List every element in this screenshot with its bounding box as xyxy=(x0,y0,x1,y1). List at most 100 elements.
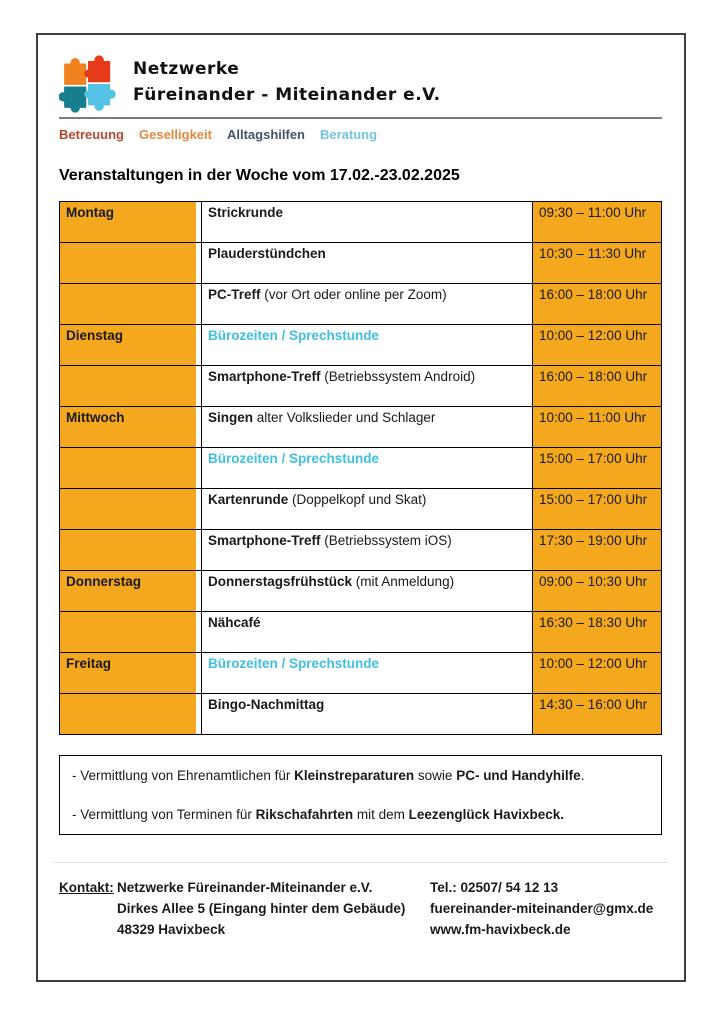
brand-name: Netzwerke Füreinander - Miteinander e.V. xyxy=(133,56,441,108)
contact-address-line2: Dirkes Allee 5 (Eingang hinter dem Gebäu… xyxy=(117,901,406,916)
event-title-office: Bürozeiten / Sprechstunde xyxy=(208,328,380,343)
header-divider xyxy=(59,117,662,119)
nav-item-betreuung: Betreuung xyxy=(59,127,124,142)
table-row: Kartenrunde (Doppelkopf und Skat) 15:00 … xyxy=(59,488,662,530)
day-cell xyxy=(59,242,202,284)
table-row: Freitag Bürozeiten / Sprechstunde 10:00 … xyxy=(59,652,662,694)
event-cell: Nähcafé xyxy=(201,611,533,653)
day-cell xyxy=(59,447,202,489)
event-title: Plauderstündchen xyxy=(208,246,326,261)
day-cell xyxy=(59,283,202,325)
contact-website: www.fm-havixbeck.de xyxy=(430,922,571,937)
event-title: Smartphone-Treff xyxy=(208,533,321,548)
event-detail: (vor Ort oder online per Zoom) xyxy=(260,287,447,302)
contact-address-line1: Netzwerke Füreinander-Miteinander e.V. xyxy=(117,880,373,895)
table-row: Dienstag Bürozeiten / Sprechstunde 10:00… xyxy=(59,324,662,366)
day-cell xyxy=(59,488,202,530)
table-row: Bingo-Nachmittag 14:30 – 16:00 Uhr xyxy=(59,693,662,735)
contact-email: fuereinander-miteinander@gmx.de xyxy=(430,901,654,916)
time-cell: 10:00 – 11:00 Uhr xyxy=(532,406,662,448)
event-detail: alter Volkslieder und Schlager xyxy=(253,410,436,425)
event-cell: Strickrunde xyxy=(201,201,533,243)
footer-divider xyxy=(53,862,668,863)
day-cell xyxy=(59,529,202,571)
event-cell: Smartphone-Treff (Betriebssystem Android… xyxy=(201,365,533,407)
puzzle-piece-teal xyxy=(59,86,87,113)
time-cell: 10:30 – 11:30 Uhr xyxy=(532,242,662,284)
puzzle-piece-orange xyxy=(64,57,87,85)
event-title: Singen xyxy=(208,410,254,425)
event-cell: Bingo-Nachmittag xyxy=(201,693,533,735)
time-cell: 09:30 – 11:00 Uhr xyxy=(532,201,662,243)
table-row: Montag Strickrunde 09:30 – 11:00 Uhr xyxy=(59,201,662,243)
event-title: Donnerstagsfrühstück xyxy=(208,574,353,589)
event-title: Nähcafé xyxy=(208,615,261,630)
contact-phone: Tel.: 02507/ 54 12 13 xyxy=(430,880,559,895)
event-title: Strickrunde xyxy=(208,205,284,220)
table-row: Bürozeiten / Sprechstunde 15:00 – 17:00 … xyxy=(59,447,662,489)
time-cell: 14:30 – 16:00 Uhr xyxy=(532,693,662,735)
day-cell: Montag xyxy=(59,201,202,243)
puzzle-logo-icon xyxy=(59,55,116,113)
table-row: Smartphone-Treff (Betriebssystem iOS) 17… xyxy=(59,529,662,571)
schedule-table: Montag Strickrunde 09:30 – 11:00 Uhr Pla… xyxy=(59,201,662,735)
nav-item-beratung: Beratung xyxy=(320,127,378,142)
day-cell: Freitag xyxy=(59,652,202,694)
day-cell xyxy=(59,365,202,407)
brand-name-line2: Füreinander - Miteinander e.V. xyxy=(133,85,441,105)
event-cell: Donnerstagsfrühstück (mit Anmeldung) xyxy=(201,570,533,612)
event-detail: (mit Anmeldung) xyxy=(352,574,455,589)
contact-label: Kontakt: xyxy=(59,880,114,895)
day-cell: Donnerstag xyxy=(59,570,202,612)
event-cell: Plauderstündchen xyxy=(201,242,533,284)
nav-item-alltagshilfen: Alltagshilfen xyxy=(226,127,305,142)
event-title: Kartenrunde xyxy=(208,492,289,507)
time-cell: 10:00 – 12:00 Uhr xyxy=(532,324,662,366)
contact-section: Kontakt: Netzwerke Füreinander-Miteinand… xyxy=(59,877,662,940)
category-nav: Betreuung Geselligkeit Alltagshilfen Ber… xyxy=(59,127,662,142)
event-title: Smartphone-Treff xyxy=(208,369,321,384)
header: Netzwerke Füreinander - Miteinander e.V. xyxy=(59,55,662,113)
time-cell: 15:00 – 17:00 Uhr xyxy=(532,447,662,489)
event-detail: (Doppelkopf und Skat) xyxy=(288,492,427,507)
time-cell: 15:00 – 17:00 Uhr xyxy=(532,488,662,530)
time-cell: 10:00 – 12:00 Uhr xyxy=(532,652,662,694)
event-cell: Bürozeiten / Sprechstunde xyxy=(201,447,533,489)
time-cell: 16:30 – 18:30 Uhr xyxy=(532,611,662,653)
event-title: PC-Treff xyxy=(208,287,261,302)
brand-name-line1: Netzwerke xyxy=(133,59,240,79)
event-cell: Bürozeiten / Sprechstunde xyxy=(201,652,533,694)
event-title: Bingo-Nachmittag xyxy=(208,697,325,712)
event-cell: Singen alter Volkslieder und Schlager xyxy=(201,406,533,448)
event-detail: (Betriebssystem Android) xyxy=(320,369,476,384)
time-cell: 09:00 – 10:30 Uhr xyxy=(532,570,662,612)
event-cell: Kartenrunde (Doppelkopf und Skat) xyxy=(201,488,533,530)
services-note-box: - Vermittlung von Ehrenamtlichen für Kle… xyxy=(59,755,662,835)
table-row: Donnerstag Donnerstagsfrühstück (mit Anm… xyxy=(59,570,662,612)
table-row: PC-Treff (vor Ort oder online per Zoom) … xyxy=(59,283,662,325)
note-line-1: - Vermittlung von Ehrenamtlichen für Kle… xyxy=(72,768,585,783)
table-row: Plauderstündchen 10:30 – 11:30 Uhr xyxy=(59,242,662,284)
event-cell: PC-Treff (vor Ort oder online per Zoom) xyxy=(201,283,533,325)
contact-address: Netzwerke Füreinander-Miteinander e.V. D… xyxy=(117,877,430,940)
table-row: Smartphone-Treff (Betriebssystem Android… xyxy=(59,365,662,407)
event-detail: (Betriebssystem iOS) xyxy=(320,533,452,548)
event-title-office: Bürozeiten / Sprechstunde xyxy=(208,656,380,671)
day-cell: Mittwoch xyxy=(59,406,202,448)
time-cell: 17:30 – 19:00 Uhr xyxy=(532,529,662,571)
day-cell xyxy=(59,693,202,735)
table-row: Mittwoch Singen alter Volkslieder und Sc… xyxy=(59,406,662,448)
event-title-office: Bürozeiten / Sprechstunde xyxy=(208,451,380,466)
note-line-2: - Vermittlung von Terminen für Rikschafa… xyxy=(72,807,564,822)
time-cell: 16:00 – 18:00 Uhr xyxy=(532,283,662,325)
flyer-page: Netzwerke Füreinander - Miteinander e.V.… xyxy=(36,33,686,982)
puzzle-piece-red xyxy=(84,55,111,83)
table-row: Nähcafé 16:30 – 18:30 Uhr xyxy=(59,611,662,653)
page-title: Veranstaltungen in der Woche vom 17.02.-… xyxy=(59,167,460,184)
event-cell: Bürozeiten / Sprechstunde xyxy=(201,324,533,366)
contact-details: Tel.: 02507/ 54 12 13 fuereinander-mitei… xyxy=(430,877,662,940)
day-cell: Dienstag xyxy=(59,324,202,366)
event-cell: Smartphone-Treff (Betriebssystem iOS) xyxy=(201,529,533,571)
contact-address-line3: 48329 Havixbeck xyxy=(117,922,226,937)
day-cell xyxy=(59,611,202,653)
